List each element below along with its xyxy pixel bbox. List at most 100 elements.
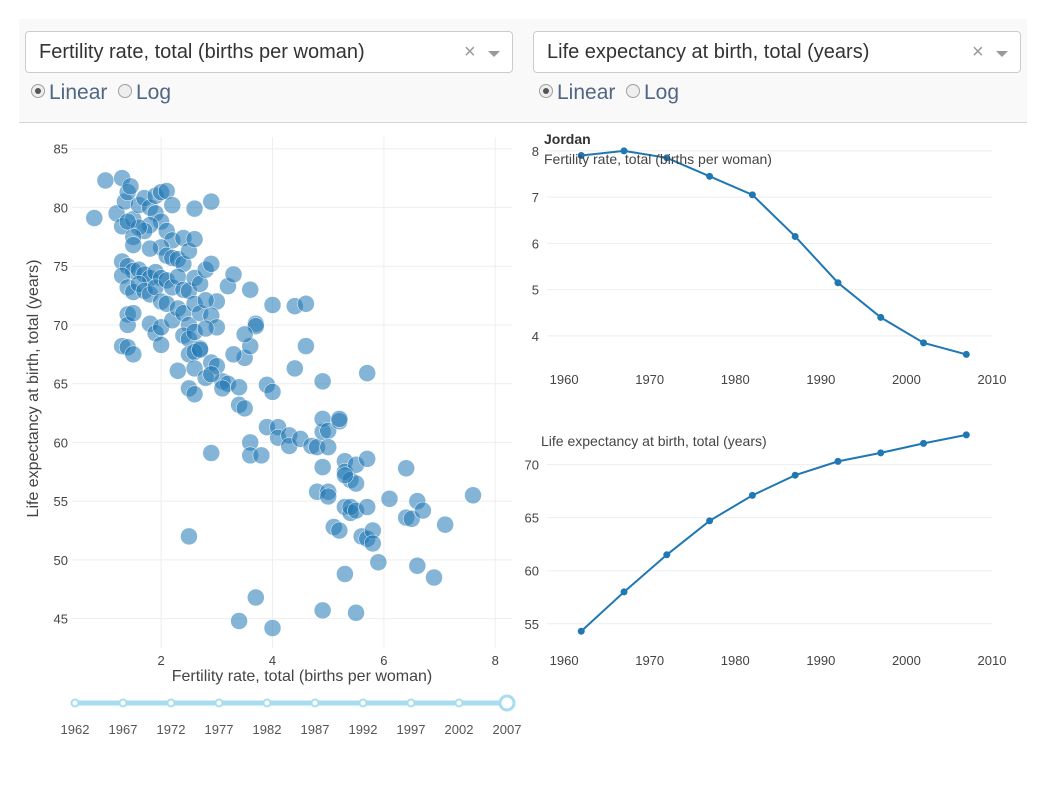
slider-mark-label[interactable]: 1967: [109, 722, 138, 737]
series-point[interactable]: [877, 313, 885, 321]
scatter-point[interactable]: [330, 521, 349, 540]
scatter-point[interactable]: [191, 340, 209, 359]
scatter-point[interactable]: [202, 444, 220, 462]
scatter-point[interactable]: [163, 196, 182, 214]
x-scale-log-radio[interactable]: Log: [118, 81, 171, 105]
slider-mark-label[interactable]: 1972: [157, 722, 186, 737]
slider-mark-label[interactable]: 1962: [61, 722, 90, 737]
scatter-point[interactable]: [336, 565, 354, 583]
slider-mark-label[interactable]: 1997: [397, 722, 426, 737]
scatter-point[interactable]: [263, 619, 282, 637]
scatter-point[interactable]: [152, 336, 170, 354]
fertility-line-chart[interactable]: 4 5 6 7 8 1960 1970 1980 1990 2000 2010 Jordan Ferti…: [532, 131, 1007, 387]
series-point[interactable]: [706, 172, 714, 180]
slider-mark[interactable]: [454, 698, 464, 708]
scatter-point[interactable]: [358, 450, 376, 468]
slider-mark[interactable]: [262, 698, 272, 708]
scatter-point[interactable]: [202, 255, 220, 273]
slider-mark-label[interactable]: 1987: [301, 722, 330, 737]
series-point[interactable]: [663, 551, 671, 559]
scatter-point[interactable]: [235, 325, 254, 344]
slider-mark-label[interactable]: 2007: [493, 722, 522, 737]
slider-mark-label[interactable]: 2002: [445, 722, 474, 737]
series-point[interactable]: [791, 232, 799, 240]
scatter-point[interactable]: [358, 498, 376, 516]
slider-mark-label[interactable]: 1982: [253, 722, 282, 737]
x-axis-dropdown[interactable]: Fertility rate, total (births per woman)…: [25, 31, 513, 73]
series-point[interactable]: [620, 588, 628, 596]
scatter-point[interactable]: [124, 345, 143, 364]
y-scale-log-radio[interactable]: Log: [626, 81, 679, 105]
series-point[interactable]: [962, 350, 970, 358]
x-scale-linear-radio[interactable]: Linear: [31, 81, 107, 105]
series-point[interactable]: [920, 339, 928, 347]
scatter-point[interactable]: [369, 553, 388, 571]
scatter-point[interactable]: [121, 177, 140, 196]
scatter-point[interactable]: [230, 612, 248, 630]
scatter-point[interactable]: [141, 239, 159, 258]
scatter-point[interactable]: [319, 487, 337, 506]
slider-mark[interactable]: [310, 698, 320, 708]
scatter-point[interactable]: [202, 192, 220, 211]
scatter-point[interactable]: [464, 486, 482, 505]
y-scale-linear-radio[interactable]: Linear: [539, 81, 615, 105]
y-chevron-down-icon[interactable]: [996, 51, 1008, 57]
slider-mark[interactable]: [118, 698, 128, 708]
scatter-point[interactable]: [185, 230, 204, 248]
x-clear-icon[interactable]: ×: [464, 41, 476, 63]
scatter-point[interactable]: [241, 280, 259, 299]
scatter-point[interactable]: [330, 410, 349, 428]
series-line[interactable]: [581, 149, 967, 356]
scatter-point[interactable]: [347, 604, 365, 622]
scatter-point[interactable]: [263, 296, 282, 314]
scatter-point[interactable]: [263, 383, 282, 401]
scatter-point[interactable]: [336, 466, 354, 485]
scatter-point[interactable]: [313, 601, 332, 620]
scatter-point[interactable]: [213, 379, 232, 398]
scatter-point[interactable]: [297, 295, 315, 313]
slider-mark[interactable]: [406, 698, 416, 708]
scatter-point[interactable]: [224, 345, 243, 364]
scatter-point[interactable]: [202, 365, 220, 384]
year-slider[interactable]: 1962 1967 1972 1977 1982 1987 1992 1997 2002 2007: [61, 694, 522, 737]
scatter-point[interactable]: [436, 515, 454, 534]
scatter-point[interactable]: [169, 362, 187, 380]
slider-handle[interactable]: [498, 694, 516, 712]
series-point[interactable]: [748, 491, 756, 499]
scatter-point[interactable]: [185, 199, 204, 218]
x-chevron-down-icon[interactable]: [488, 51, 500, 57]
scatter-point[interactable]: [124, 304, 143, 322]
scatter-point[interactable]: [414, 501, 432, 520]
series-point[interactable]: [834, 457, 842, 465]
scatter-point[interactable]: [319, 438, 337, 456]
scatter-point[interactable]: [96, 171, 115, 190]
series-point[interactable]: [834, 279, 842, 287]
scatter-point[interactable]: [247, 588, 265, 607]
life-expectancy-line-chart[interactable]: 55 60 65 70 1960 1970 1980 1990 2000 2010 Life exp…: [525, 431, 1007, 668]
series-point[interactable]: [920, 439, 928, 447]
scatter-point[interactable]: [118, 212, 137, 231]
main-scatter-plot[interactable]: 2 4 6 8 45 50 55 60 65 70 75 80 85 Fertility rate, to…: [25, 137, 512, 685]
series-point[interactable]: [577, 152, 585, 160]
series-point[interactable]: [706, 517, 714, 525]
scatter-point[interactable]: [286, 359, 304, 378]
scatter-point[interactable]: [196, 319, 215, 338]
scatter-point[interactable]: [380, 490, 399, 508]
scatter-point[interactable]: [397, 459, 415, 478]
series-point[interactable]: [663, 154, 671, 162]
scatter-point[interactable]: [185, 385, 204, 404]
series-point[interactable]: [877, 449, 885, 457]
scatter-point[interactable]: [408, 557, 427, 575]
scatter-point[interactable]: [230, 378, 248, 396]
scatter-point[interactable]: [313, 458, 332, 476]
scatter-point[interactable]: [358, 364, 376, 382]
series-line[interactable]: [580, 433, 967, 632]
series-point[interactable]: [620, 147, 628, 155]
y-axis-dropdown[interactable]: Life expectancy at birth, total (years) …: [533, 31, 1021, 73]
series-point[interactable]: [748, 191, 756, 199]
slider-mark-label[interactable]: 1992: [349, 722, 378, 737]
slider-mark[interactable]: [166, 698, 176, 708]
slider-mark[interactable]: [214, 698, 224, 708]
slider-mark-label[interactable]: 1977: [205, 722, 234, 737]
series-point[interactable]: [962, 431, 970, 439]
